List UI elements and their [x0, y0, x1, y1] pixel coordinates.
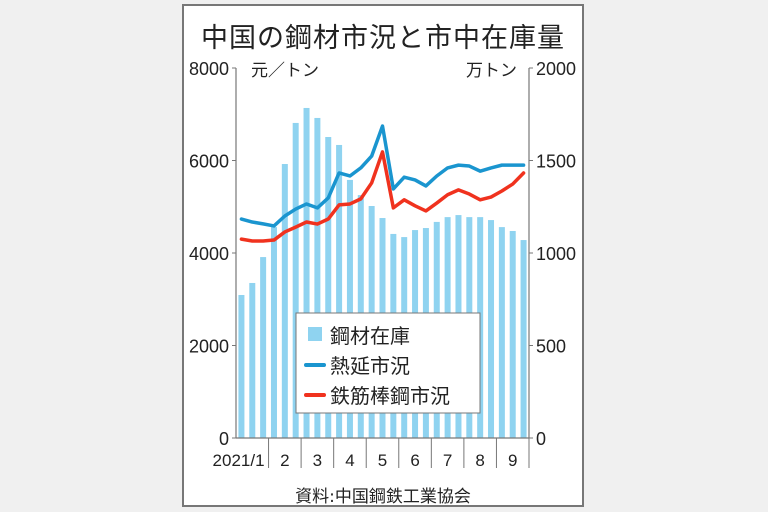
right-tick-label: 1500	[536, 152, 576, 172]
inventory-bar	[249, 282, 256, 438]
left-tick-label: 0	[219, 429, 229, 449]
x-tick-label: 9	[508, 451, 517, 470]
inventory-bar	[260, 257, 267, 438]
left-tick-label: 8000	[189, 59, 229, 79]
chart-title: 中国の鋼材市況と市中在庫量	[201, 23, 565, 54]
left-unit: 元／トン	[251, 61, 319, 81]
inventory-bar	[292, 122, 299, 438]
left-tick-label: 4000	[189, 244, 229, 264]
price-line	[239, 150, 526, 243]
inventory-bar	[488, 220, 495, 438]
inventory-bar	[270, 227, 277, 438]
x-tick-label: 6	[410, 451, 419, 470]
inventory-bar	[498, 227, 505, 438]
x-tick-label: 4	[345, 451, 354, 470]
inventory-bar	[281, 164, 288, 438]
left-tick-label: 6000	[189, 152, 229, 172]
left-tick-label: 2000	[189, 337, 229, 357]
right-unit: 万トン	[466, 61, 517, 81]
x-tick-label: 7	[443, 451, 452, 470]
inventory-bar	[303, 107, 310, 439]
inventory-bar	[314, 117, 321, 438]
right-tick-label: 1000	[536, 244, 576, 264]
x-tick-label: 2021/1	[213, 451, 265, 470]
legend-swatch-bar	[308, 327, 322, 341]
inventory-bar	[336, 144, 343, 438]
legend-label: 鉄筋棒鋼市況	[330, 384, 450, 408]
x-tick-label: 2	[280, 451, 289, 470]
inventory-bar	[509, 230, 516, 438]
x-tick-label: 3	[313, 451, 322, 470]
right-tick-label: 0	[536, 429, 546, 449]
right-tick-label: 500	[536, 337, 566, 357]
price-line	[239, 124, 526, 228]
chart-frame: 中国の鋼材市況と市中在庫量 0 2000 4000 6000 8000 0 500 1000 1…	[182, 4, 584, 507]
inventory-bar	[346, 179, 353, 439]
inventory-bar	[325, 137, 332, 438]
chart-plot: 0 2000 4000 6000 8000 0 500 1000 1500 2000 元／トン 万トン…	[189, 59, 576, 470]
inventory-bar	[520, 240, 527, 438]
legend	[295, 312, 481, 414]
x-tick-label: 8	[475, 451, 484, 470]
right-tick-label: 2000	[536, 59, 576, 79]
inventory-bar	[238, 294, 245, 438]
x-tick-label: 5	[378, 451, 387, 470]
legend-label: 鋼材在庫	[330, 324, 410, 348]
legend-label: 熱延市況	[330, 354, 410, 378]
source-note: 資料:中国鋼鉄工業協会	[295, 487, 471, 507]
